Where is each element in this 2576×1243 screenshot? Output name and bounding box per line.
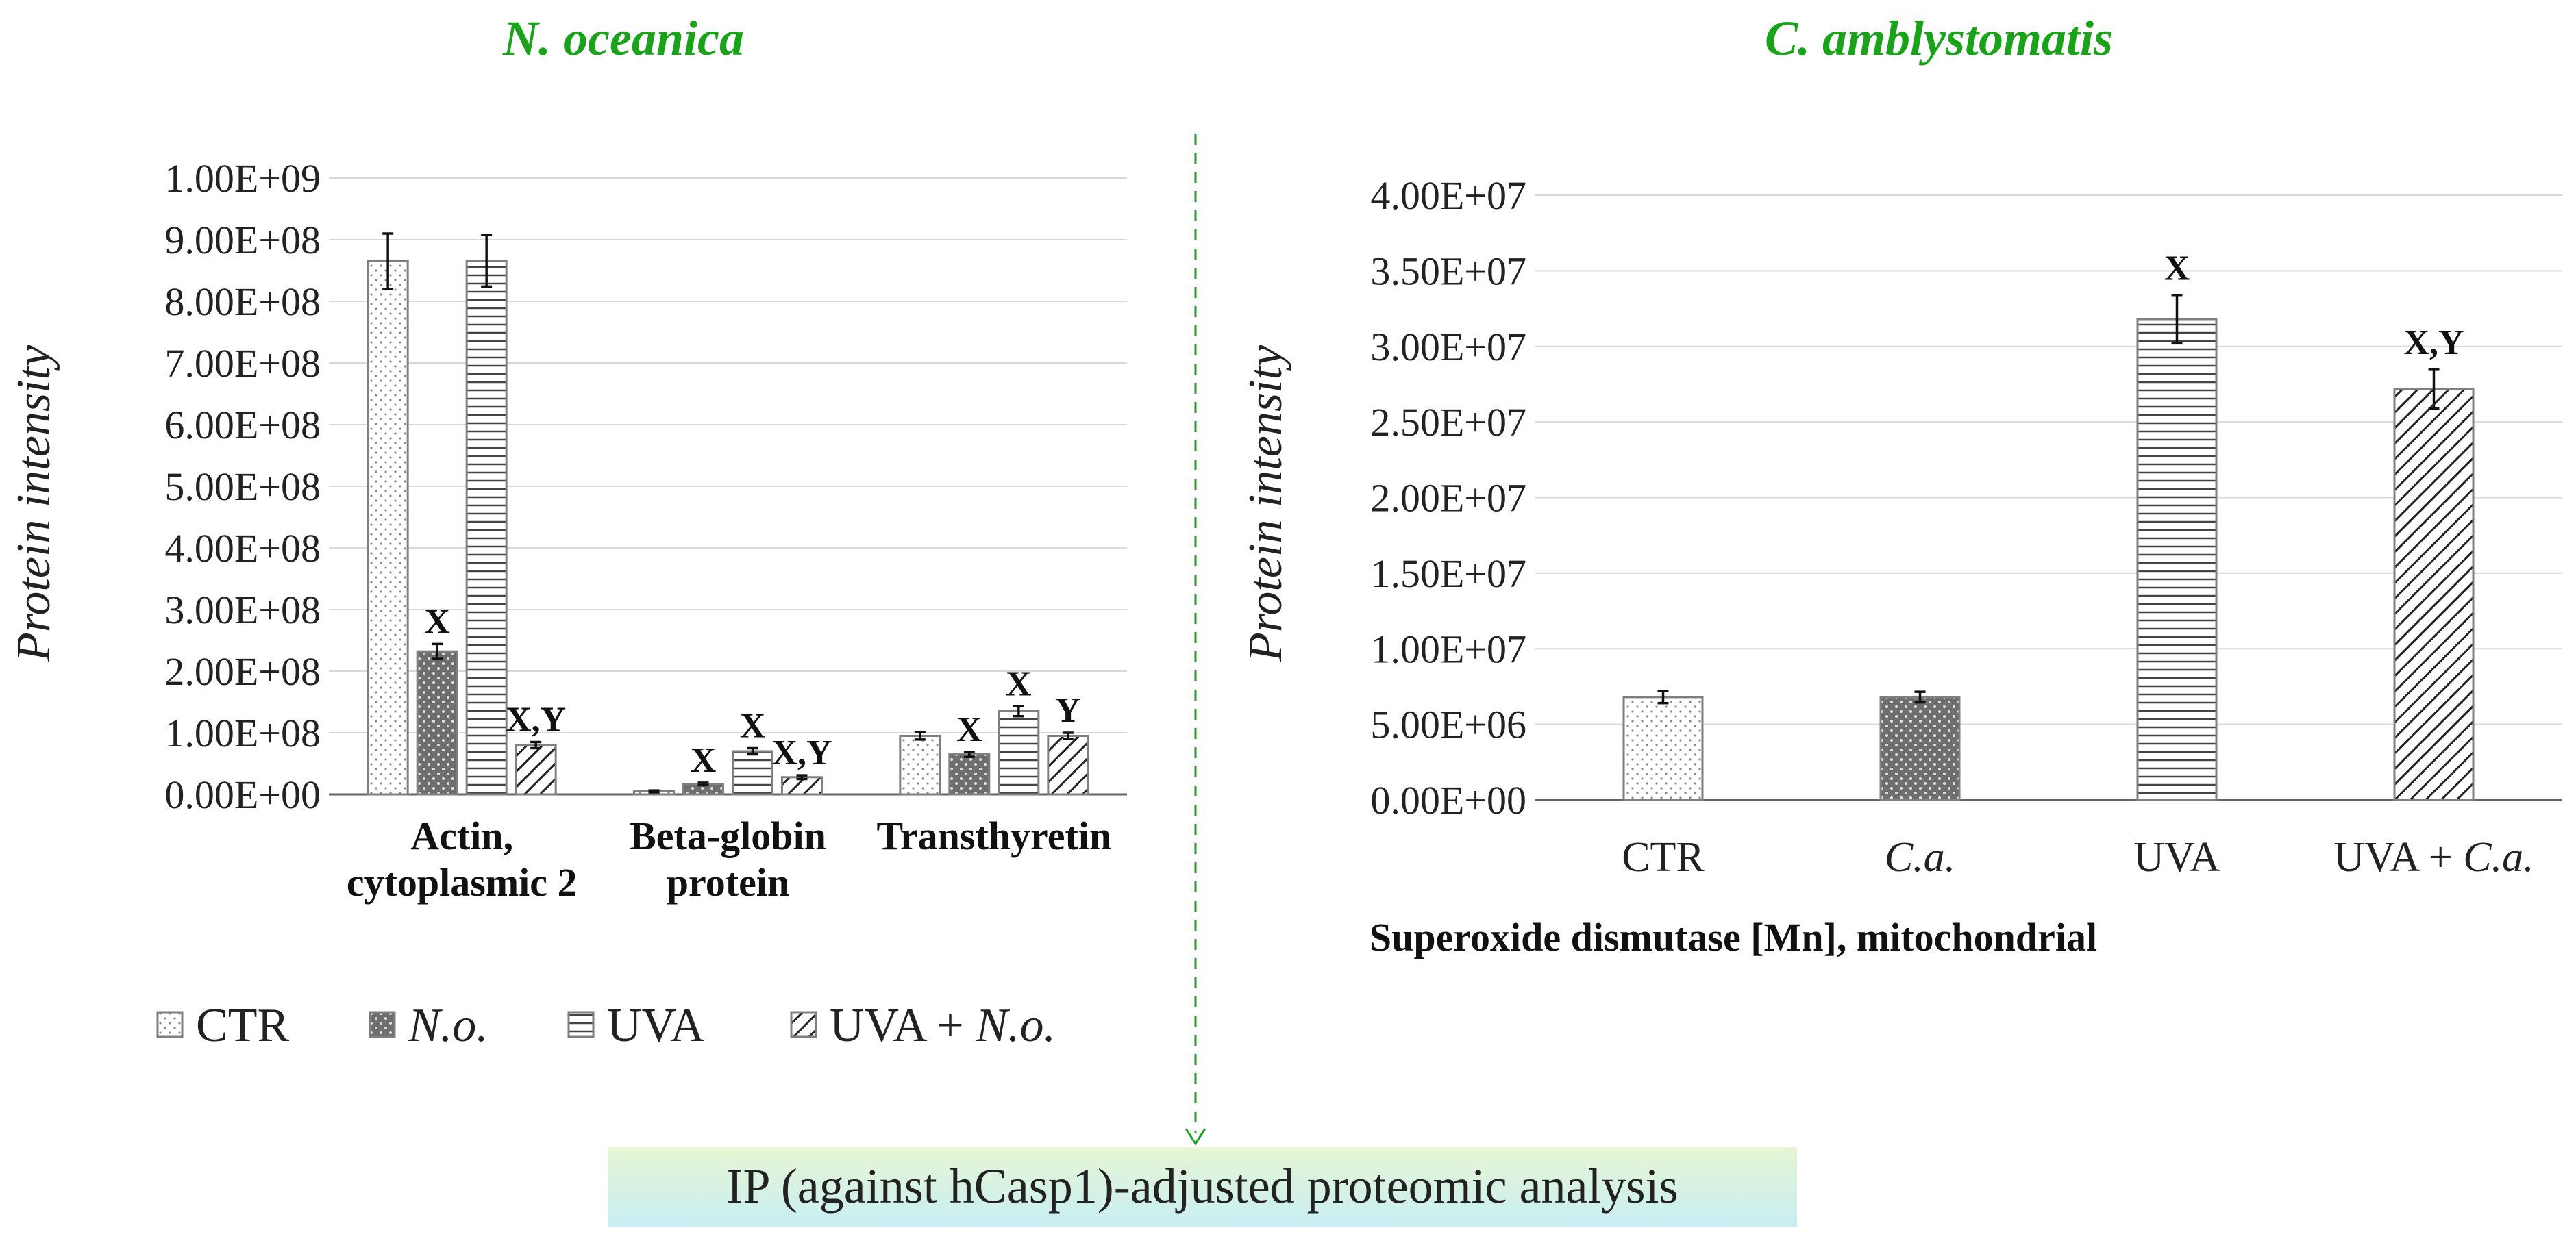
left-category-label: Transthyretin <box>877 814 1112 858</box>
analysis-banner <box>608 1147 1797 1227</box>
left-y-tick-label: 9.00E+08 <box>164 218 321 262</box>
divider-arrow-icon <box>1185 1128 1206 1146</box>
left-y-tick-label: 7.00E+08 <box>164 341 321 386</box>
left-significance-label: X,Y <box>771 733 832 773</box>
left-y-tick-label: 2.00E+08 <box>164 649 321 694</box>
left-significance-label: X <box>691 741 717 780</box>
legend-swatch-darkdots <box>369 1011 396 1038</box>
left-significance-label: X,Y <box>506 701 566 740</box>
left-significance-label: X <box>956 710 982 749</box>
right-bar-darkdots <box>1879 696 1961 801</box>
legend-label: UVA <box>607 999 705 1052</box>
left-bar-hlines <box>998 710 1040 796</box>
right-y-tick-label: 1.50E+07 <box>1370 551 1526 596</box>
right-y-tick-label: 1.00E+07 <box>1370 627 1526 671</box>
legend-swatch-diag <box>790 1011 817 1038</box>
left-y-tick-label: 6.00E+08 <box>164 403 321 447</box>
left-bar-diag <box>1047 735 1089 796</box>
left-bar-hlines <box>732 750 773 796</box>
left-y-axis-label: Protein intensity <box>8 344 60 662</box>
left-bar-darkdots <box>948 753 991 796</box>
right-y-tick-label: 4.00E+07 <box>1370 173 1526 218</box>
right-y-axis-label: Protein intensity <box>1239 344 1292 662</box>
left-y-tick-label: 1.00E+08 <box>164 711 321 755</box>
right-y-tick-label: 3.50E+07 <box>1370 249 1526 293</box>
left-y-tick-label: 4.00E+08 <box>164 526 321 570</box>
left-bar-dots <box>367 260 409 796</box>
right-significance-label: X <box>2164 249 2190 288</box>
left-y-tick-label: 8.00E+08 <box>164 279 321 324</box>
left-panel-title: N. oceanica <box>502 11 744 66</box>
left-category-label: cytoplasmic 2 <box>347 860 578 905</box>
right-bar-dots <box>1622 696 1704 801</box>
left-bar-hlines <box>465 260 508 796</box>
right-bar-diag <box>2393 388 2475 801</box>
left-y-tick-label: 5.00E+08 <box>164 464 321 509</box>
left-bar-darkdots <box>416 650 458 796</box>
right-category-label: UVA + C.a. <box>2333 834 2534 881</box>
left-significance-label: Y <box>1055 691 1081 730</box>
right-panel-title: C. amblystomatis <box>1765 11 2113 66</box>
legend-label: UVA + N.o. <box>830 999 1056 1052</box>
right-y-tick-label: 5.00E+06 <box>1370 703 1526 747</box>
left-significance-label: X <box>1006 664 1032 703</box>
legend-label: CTR <box>196 999 289 1052</box>
right-category-label: C.a. <box>1885 834 1955 881</box>
legend-label: N.o. <box>408 999 488 1052</box>
analysis-banner-text: IP (against hCasp1)-adjusted proteomic a… <box>726 1159 1678 1214</box>
right-y-tick-label: 0.00E+00 <box>1370 778 1526 823</box>
right-bar-hlines <box>2136 318 2218 801</box>
left-bar-diag <box>515 744 557 796</box>
left-legend: CTR N.o. UVA UVA + N.o. <box>156 999 1056 1052</box>
right-category-label: UVA <box>2133 834 2220 881</box>
left-chart: 0.00E+00 1.00E+08 2.00E+08 3.00E+08 4.00E+08… <box>164 156 1127 905</box>
legend-swatch-hlines <box>567 1011 595 1038</box>
left-category-label: Actin, <box>410 814 513 858</box>
left-y-tick-label: 3.00E+08 <box>164 588 321 632</box>
left-y-tick-label: 1.00E+09 <box>164 156 321 201</box>
right-x-axis-title: Superoxide dismutase [Mn], mitochondrial <box>1370 915 2097 959</box>
right-significance-label: X,Y <box>2403 323 2464 362</box>
left-significance-label: X <box>740 707 766 746</box>
left-bar-dots <box>899 735 941 796</box>
left-y-tick-label: 0.00E+00 <box>164 773 321 817</box>
legend-swatch-dots <box>156 1011 184 1038</box>
left-significance-label: X <box>424 602 450 641</box>
right-y-tick-label: 3.00E+07 <box>1370 325 1526 369</box>
left-category-label: Beta-globin <box>630 814 826 858</box>
right-y-tick-label: 2.00E+07 <box>1370 476 1526 520</box>
left-category-label: protein <box>667 860 789 905</box>
right-y-tick-label: 2.50E+07 <box>1370 400 1526 444</box>
right-category-label: CTR <box>1622 834 1705 881</box>
right-chart: 0.00E+00 5.00E+06 1.00E+07 1.50E+07 2.00E+07… <box>1370 173 2562 881</box>
